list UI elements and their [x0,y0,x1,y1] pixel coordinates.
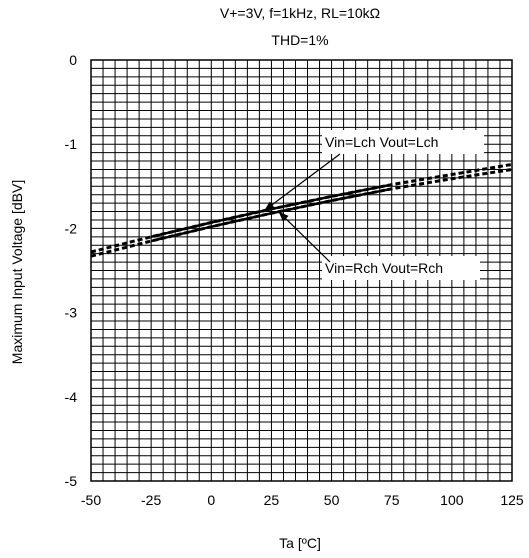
plot-frame [90,59,513,482]
series-lines [90,162,513,258]
x-tick-label: 75 [384,492,400,508]
annotation-arrow-line [263,153,341,212]
plot-grid [91,60,512,481]
y-tick-label: -5 [65,473,78,489]
annotation-arrowhead [264,201,275,211]
x-tick-label: 50 [324,492,340,508]
y-tick-label: -1 [65,136,78,152]
chart-subtitle: THD=1% [271,32,328,48]
y-tick-label: -4 [65,389,78,405]
x-tick-label: 100 [440,492,464,508]
series-1-solid-line [150,183,392,239]
y-tick-label: 0 [69,52,77,68]
x-tick-labels: -50 -25 0 25 50 75 100 125 [81,492,524,508]
chart-title: V+=3V, f=1kHz, RL=10kΩ [220,5,380,21]
annotation-arrow-line [278,211,331,263]
y-tick-labels: 0 -1 -2 -3 -4 -5 [65,52,78,489]
x-tick-label: 25 [264,492,280,508]
x-tick-label: -25 [141,492,161,508]
y-tick-label: -2 [65,220,78,236]
annotation-label: Vin=Lch Vout=Lch [325,134,438,150]
x-tick-label: -50 [81,492,101,508]
annotation-box [322,256,480,280]
series-2-solid-line [150,187,392,243]
y-axis-label: Maximum Input Voltage [dBV] [9,180,25,364]
x-tick-label: 125 [500,492,524,508]
y-tick-label: -3 [65,305,78,321]
annotation-box [322,130,484,154]
x-tick-label: 0 [207,492,215,508]
annotations: Vin=Lch Vout=Lch Vin=Rch Vout=Rch [263,130,484,280]
annotation-label: Vin=Rch Vout=Rch [325,260,443,276]
annotation-arrowhead [278,211,289,222]
x-axis-label: Ta [ºC] [279,535,321,551]
